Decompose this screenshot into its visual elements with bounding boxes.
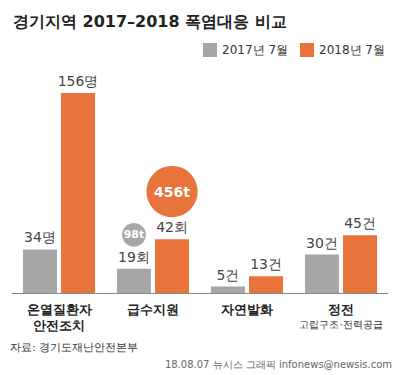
svg-text:19회: 19회 [118, 249, 150, 265]
svg-text:경기지역 2017–2018 폭염대응 비교: 경기지역 2017–2018 폭염대응 비교 [13, 12, 287, 31]
svg-text:42회: 42회 [156, 219, 188, 235]
svg-text:456t: 456t [154, 184, 190, 200]
svg-text:급수지원: 급수지원 [127, 302, 179, 317]
svg-text:2017년 7월: 2017년 7월 [222, 43, 288, 57]
svg-text:156명: 156명 [58, 73, 99, 89]
svg-text:온열질환자: 온열질환자 [27, 302, 92, 317]
svg-text:고립구조·전력공급: 고립구조·전력공급 [299, 319, 382, 330]
svg-text:안전조치: 안전조치 [33, 318, 85, 333]
svg-text:정전: 정전 [328, 302, 354, 317]
svg-text:13건: 13건 [250, 256, 282, 272]
svg-text:18.08.07 뉴시스 그래픽 infonews@news: 18.08.07 뉴시스 그래픽 infonews@newsis.com [165, 359, 392, 370]
svg-text:자연발화: 자연발화 [221, 302, 273, 317]
svg-text:30건: 30건 [306, 235, 338, 251]
svg-text:34명: 34명 [24, 229, 56, 245]
svg-text:5건: 5건 [216, 267, 239, 283]
svg-text:45건: 45건 [344, 215, 376, 231]
svg-text:98t: 98t [124, 228, 145, 241]
svg-text:2018년 7월: 2018년 7월 [319, 43, 385, 57]
svg-text:자료: 경기도재난안전본부: 자료: 경기도재난안전본부 [10, 341, 138, 354]
